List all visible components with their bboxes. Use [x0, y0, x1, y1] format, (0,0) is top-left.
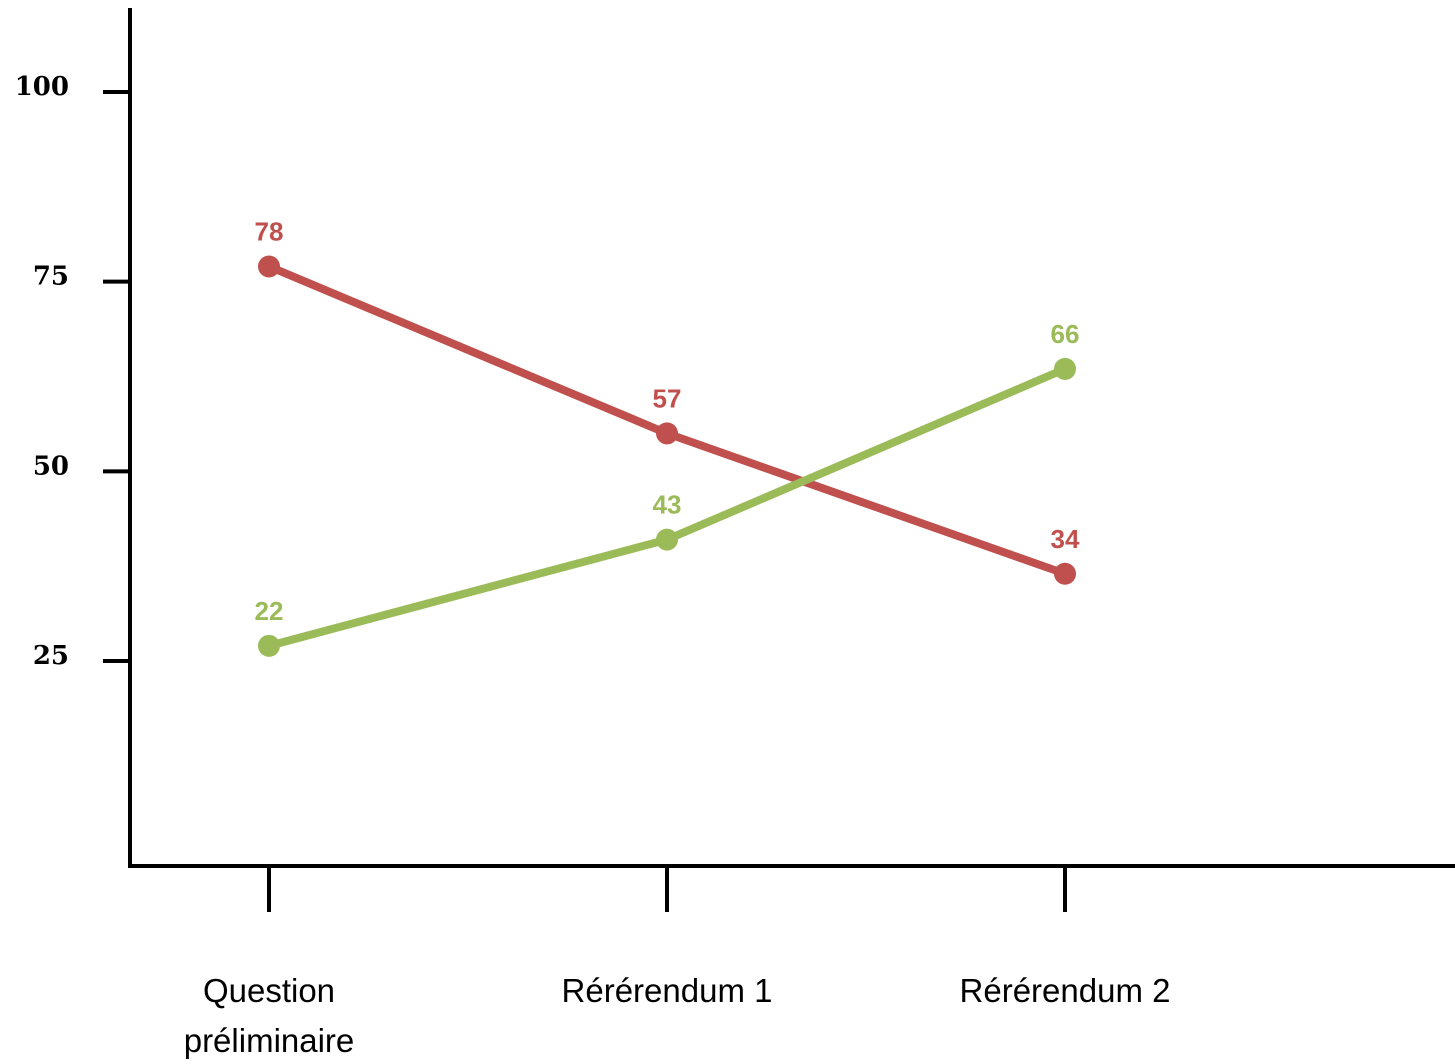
x-tick-label-line: Rérérendum 1 — [562, 972, 773, 1009]
x-tick-label-line: Rérérendum 2 — [960, 972, 1171, 1009]
data-point — [656, 528, 678, 551]
data-point — [1054, 357, 1076, 380]
data-label: 78 — [255, 216, 284, 246]
series-layer: 78 57 34 22 43 66 — [255, 216, 1080, 657]
x-axis-ticks: Question préliminaire Rérérendum 1 Rérérend… — [184, 866, 1171, 1059]
data-label: 43 — [653, 490, 682, 520]
data-label: 34 — [1051, 524, 1080, 554]
y-axis-ticks: 100 75 50 25 — [15, 72, 130, 671]
data-point — [258, 634, 280, 657]
y-tick-label: 100 — [15, 72, 69, 102]
data-label: 66 — [1051, 319, 1080, 349]
data-label: 22 — [255, 596, 284, 626]
x-tick-label: Rérérendum 2 — [960, 972, 1171, 1009]
series-2: 22 43 66 — [255, 319, 1080, 657]
data-point — [656, 422, 678, 445]
x-tick-label: Rérérendum 1 — [562, 972, 773, 1009]
y-tick-label: 25 — [33, 641, 69, 671]
x-tick-label-line: préliminaire — [184, 1022, 355, 1059]
data-point — [1054, 562, 1076, 585]
series-1: 78 57 34 — [255, 216, 1080, 585]
x-tick-label: Question préliminaire — [184, 972, 355, 1059]
data-label: 57 — [653, 383, 682, 413]
x-tick-label-line: Question — [203, 972, 335, 1009]
data-point — [258, 255, 280, 278]
y-tick-label: 50 — [33, 451, 69, 481]
chart-axes — [128, 8, 1455, 868]
y-tick-label: 75 — [33, 262, 69, 292]
